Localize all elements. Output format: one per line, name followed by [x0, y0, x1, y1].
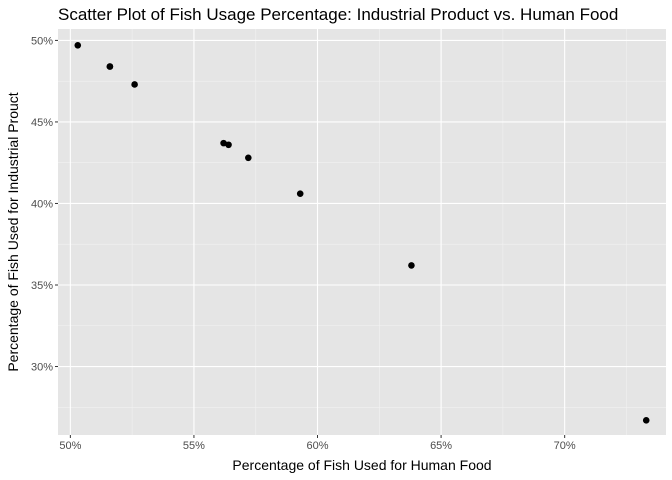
x-tick-label: 55%: [183, 440, 205, 452]
data-points: [74, 42, 650, 424]
y-tick-label: 50%: [31, 35, 53, 47]
x-axis-title: Percentage of Fish Used for Human Food: [232, 457, 491, 473]
y-tick-label: 35%: [31, 280, 53, 292]
scatter-point: [225, 141, 232, 149]
y-tick-label: 45%: [31, 117, 53, 129]
y-tick-label: 40%: [31, 198, 53, 210]
scatter-point: [296, 190, 304, 197]
scatter-point: [74, 42, 82, 49]
x-tick-label: 60%: [306, 440, 328, 452]
chart-title: Scatter Plot of Fish Usage Percentage: I…: [58, 5, 618, 24]
y-axis-title: Percentage of Fish Used for Industrial P…: [5, 92, 21, 371]
scatter-point: [642, 417, 650, 424]
scatter-point: [106, 63, 114, 70]
scatter-point: [408, 262, 415, 269]
x-tick-label: 70%: [554, 440, 576, 452]
plot-panel: [58, 29, 666, 435]
major-grid-lines: [58, 29, 666, 435]
x-axis: 50% 55% 60% 65% 70%: [59, 435, 576, 452]
x-tick-label: 65%: [430, 440, 452, 452]
y-tick-label: 30%: [31, 362, 53, 374]
scatter-point: [131, 81, 138, 88]
x-tick-label: 50%: [59, 440, 81, 452]
scatter-point: [245, 154, 252, 162]
y-axis: 30% 35% 40% 45% 50%: [31, 35, 58, 374]
